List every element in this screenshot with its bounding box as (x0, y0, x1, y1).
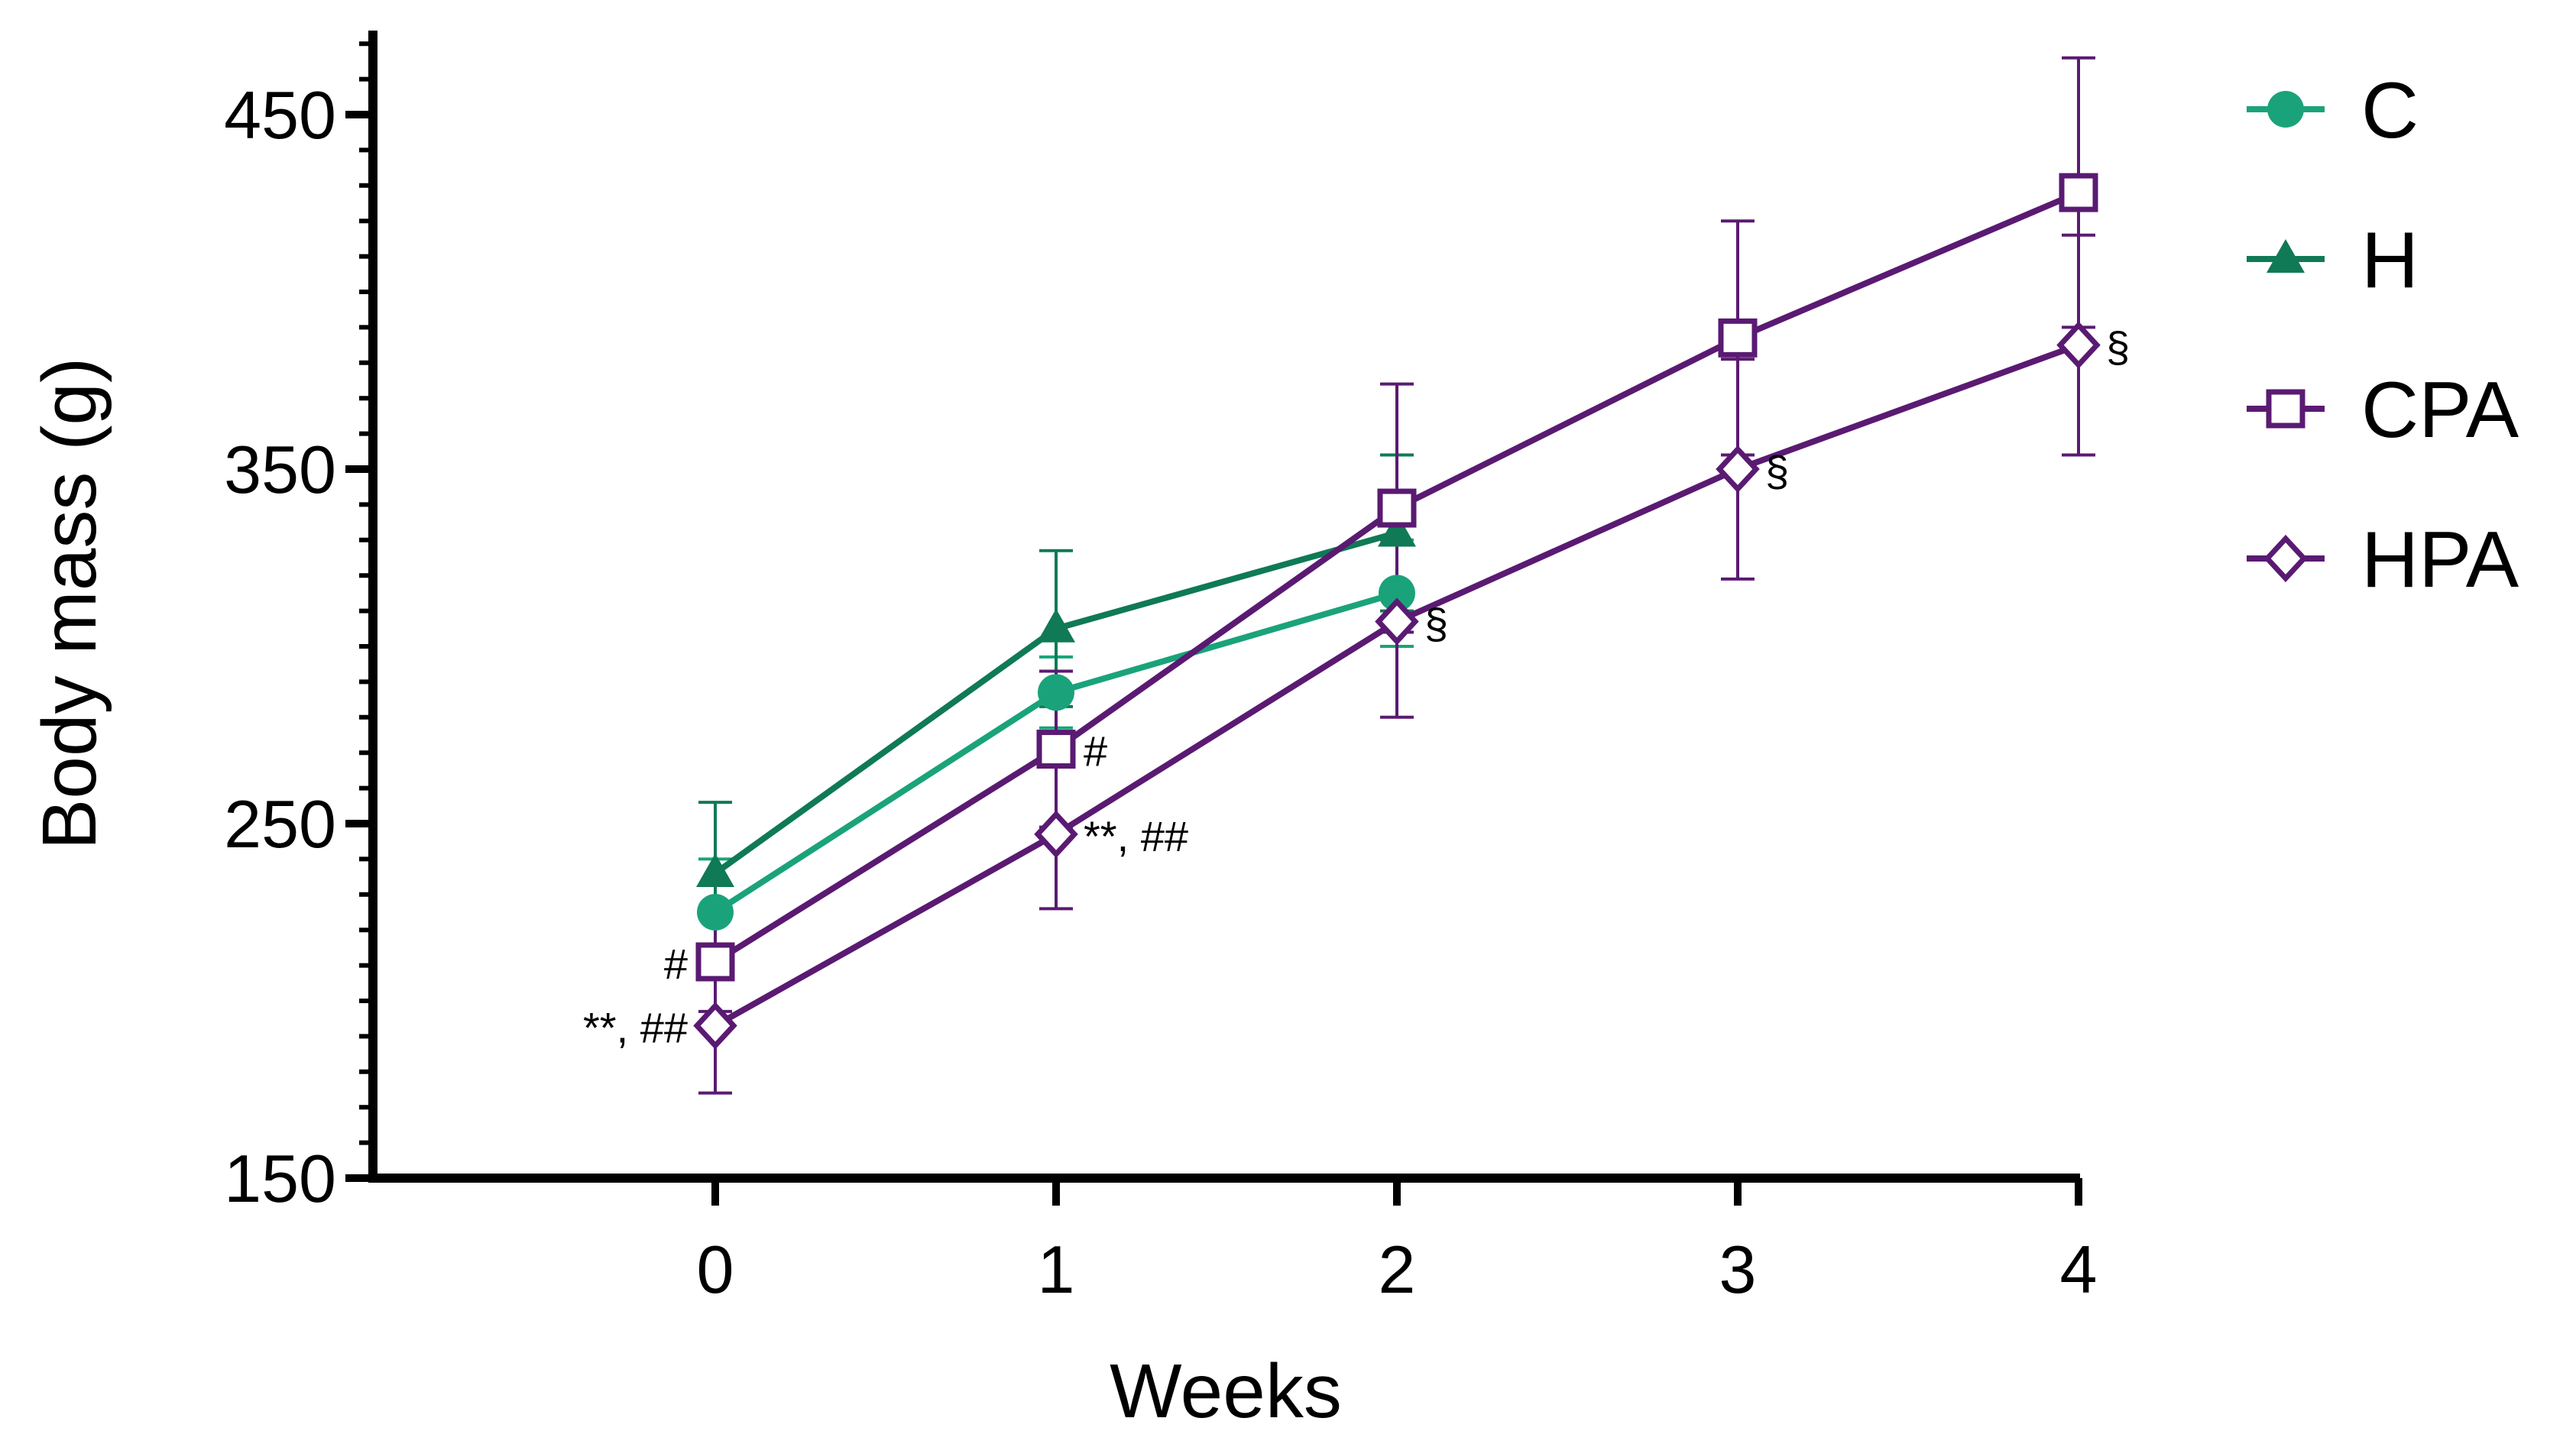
data-point-cpa (1377, 488, 1417, 528)
data-point-h (1037, 608, 1075, 643)
y-tick-label: 350 (224, 432, 336, 507)
significance-annotation: # (664, 940, 688, 988)
x-tick-label: 2 (1379, 1232, 1416, 1307)
data-point-c (1379, 575, 1415, 612)
significance-annotation: # (1084, 727, 1107, 775)
x-tick-label: 3 (1719, 1232, 1757, 1307)
data-point-c (1038, 674, 1074, 711)
legend-label-hpa: HPA (2361, 516, 2519, 604)
data-point-hpa (1034, 810, 1078, 859)
legend-item-hpa: HPA (2247, 516, 2519, 604)
data-point-cpa (1036, 730, 1076, 769)
x-tick-label: 0 (697, 1232, 734, 1307)
data-point-h (696, 853, 734, 887)
legend-marker-cpa (2266, 389, 2305, 429)
data-point-h (1378, 513, 1416, 547)
x-axis-title: Weeks (1110, 1348, 1342, 1431)
y-axis-title: Body mass (g) (27, 358, 112, 850)
y-tick-label: 150 (224, 1141, 336, 1216)
legend-label-h: H (2361, 216, 2419, 305)
legend: CH CPA HPA (2247, 66, 2519, 604)
data-point-cpa (2059, 173, 2098, 212)
significance-annotation: **, ## (1084, 812, 1188, 860)
data-point-cpa (1718, 318, 1758, 358)
legend-item-c: C (2247, 66, 2419, 155)
x-ticks: 0 1 2 3 4 (697, 1178, 2098, 1307)
markers-layer (693, 173, 2101, 1050)
data-point-hpa (693, 1002, 737, 1050)
legend-item-cpa: CPA (2247, 366, 2519, 455)
data-point-hpa (2056, 321, 2101, 369)
legend-marker-c (2267, 91, 2304, 128)
legend-item-h: H (2247, 216, 2419, 305)
legend-marker-hpa (2263, 534, 2308, 583)
x-tick-label: 4 (2060, 1232, 2098, 1307)
annotations-layer: # **, ## # **, ## § § § (583, 323, 2130, 1052)
legend-label-c: C (2361, 66, 2419, 155)
significance-annotation: § (2106, 323, 2130, 371)
data-point-hpa (1375, 597, 1419, 646)
axes: 150 250 350 450 0 1 2 3 4 (224, 31, 2097, 1307)
data-point-cpa (695, 942, 735, 982)
y-ticks: 150 250 350 450 (224, 41, 373, 1216)
data-point-hpa (1716, 445, 1760, 494)
significance-annotation: § (1424, 600, 1448, 648)
x-tick-label: 1 (1038, 1232, 1075, 1307)
data-point-c (697, 894, 734, 931)
significance-annotation: **, ## (583, 1003, 688, 1051)
y-tick-label: 450 (224, 77, 336, 153)
legend-marker-h (2267, 239, 2305, 273)
y-tick-label: 250 (224, 786, 336, 862)
legend-label-cpa: CPA (2361, 366, 2519, 455)
significance-annotation: § (1765, 447, 1789, 495)
